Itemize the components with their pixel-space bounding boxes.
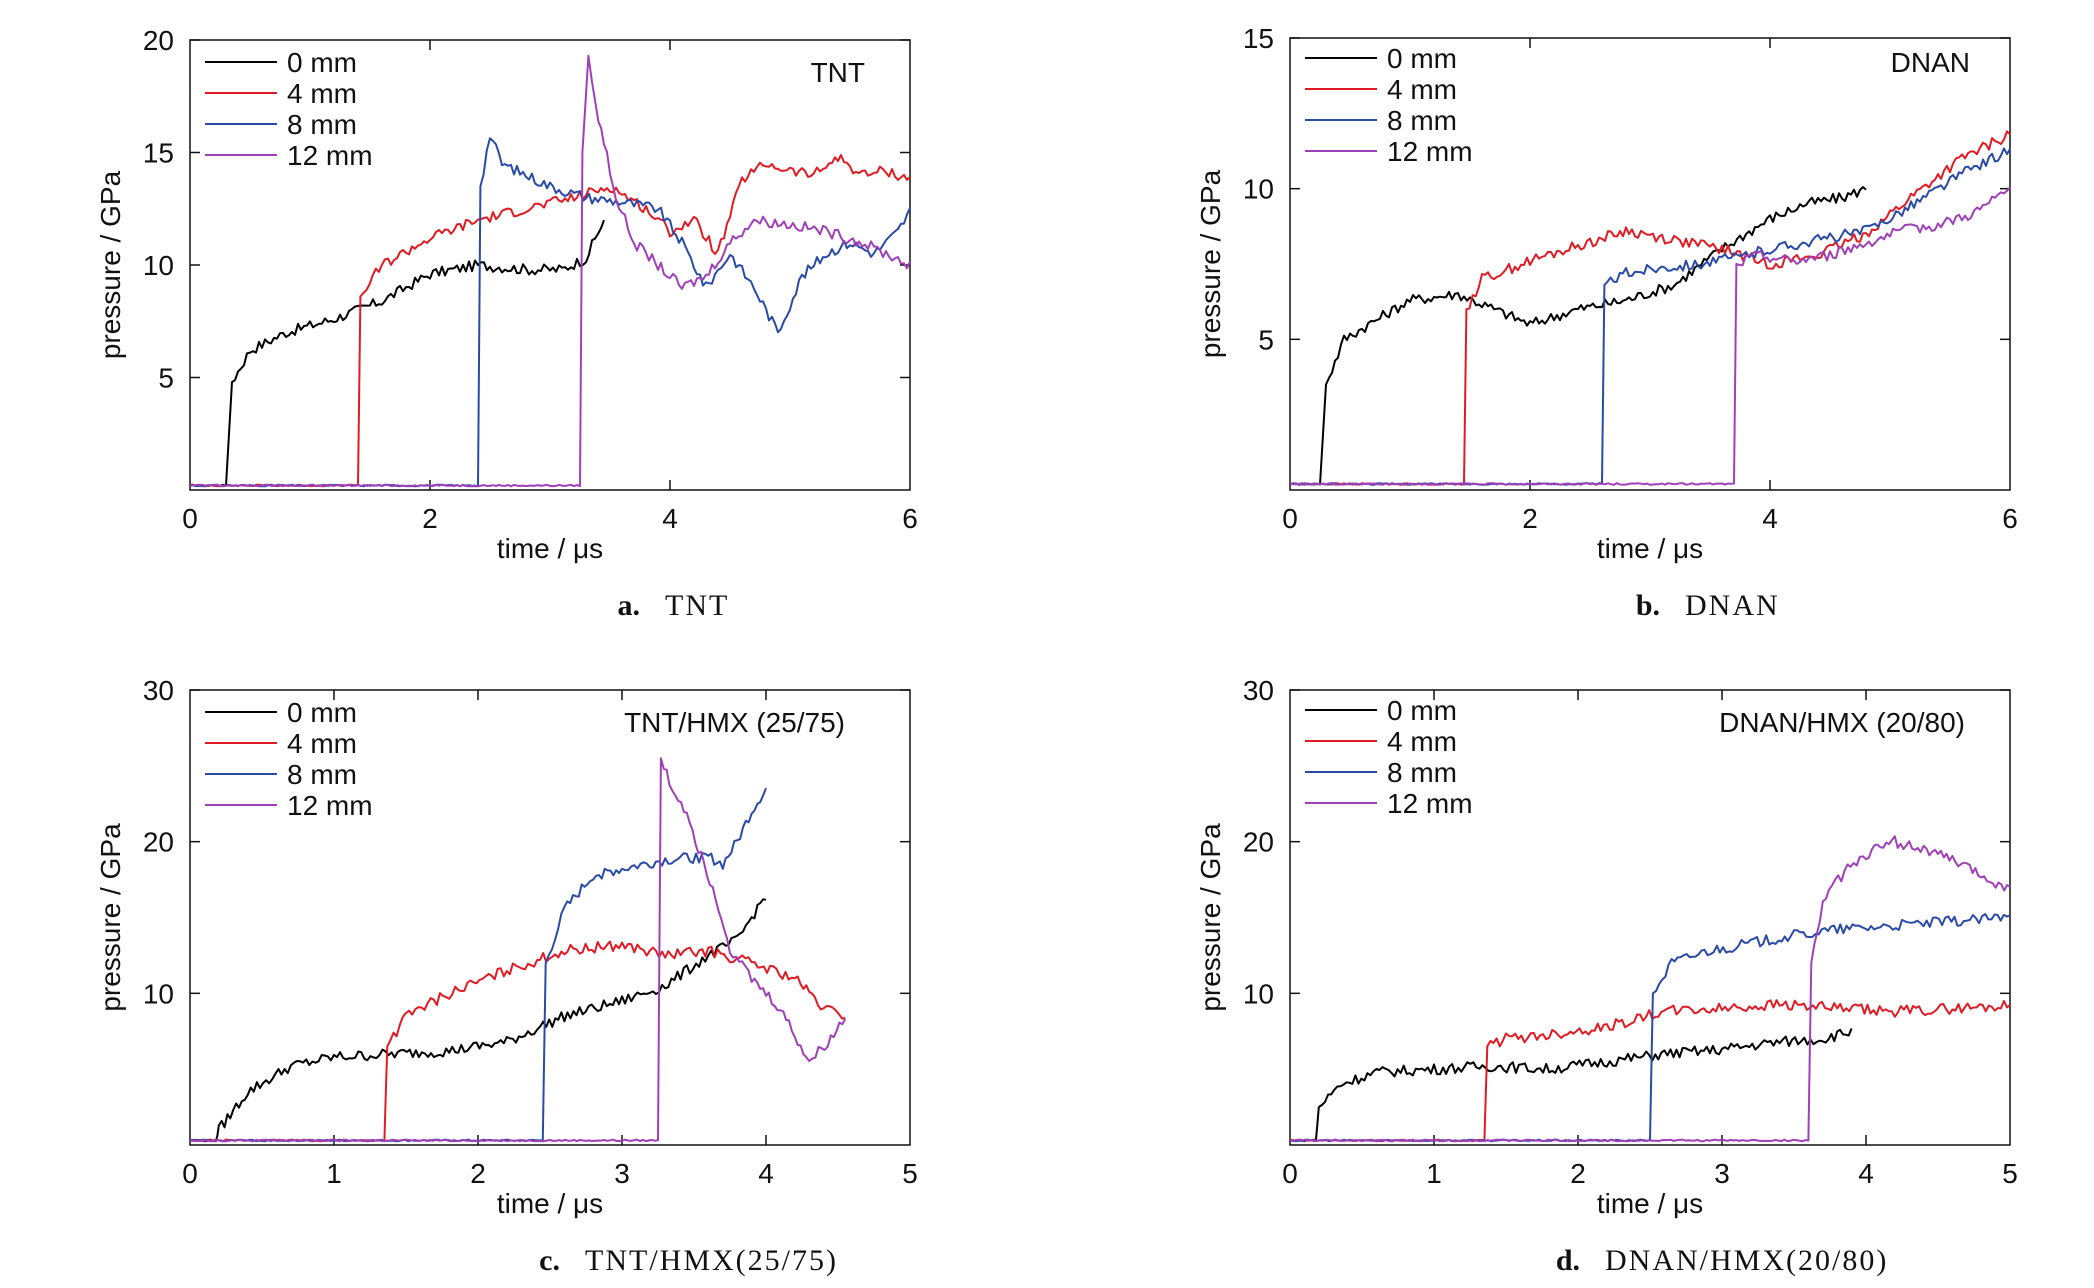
x-tick-label: 5 <box>2002 1158 2018 1189</box>
legend-label: 0 mm <box>1387 43 1457 74</box>
x-axis-label: time / μs <box>1597 1188 1703 1219</box>
x-tick-label: 4 <box>662 503 678 534</box>
legend-label: 12 mm <box>287 140 373 171</box>
chart-panel-dnan-hmx: d. DNAN/HMX(20/80) 0 1 2 3 4 5 10 20 30 time / μs… <box>1195 675 2018 1277</box>
series-line <box>1289 186 2011 486</box>
y-tick-label: 15 <box>1243 23 1274 54</box>
legend-label: 8 mm <box>287 759 357 790</box>
plot-frame <box>1289 689 2011 1146</box>
legend-label: 12 mm <box>1387 136 1473 167</box>
series-line <box>189 757 847 1143</box>
y-tick-label: 10 <box>1243 174 1274 205</box>
series-line <box>189 219 605 488</box>
caption-letter: a. <box>618 589 641 622</box>
caption-text: TNT <box>665 589 729 622</box>
y-tick-label: 10 <box>143 250 174 281</box>
series-line <box>189 54 911 488</box>
series-line <box>189 787 767 1143</box>
y-axis-label: pressure / GPa <box>1195 823 1226 1012</box>
chart-title: TNT <box>811 57 865 88</box>
series-line <box>189 137 911 488</box>
plot-frame <box>189 689 911 1146</box>
series-line <box>189 898 767 1143</box>
chart-panel-dnan: b. DNAN 0 2 4 6 5 10 15 time / μs pressure / GPa… <box>1195 23 2018 622</box>
series-line <box>1289 130 2011 486</box>
caption-letter: b. <box>1636 589 1660 622</box>
x-tick-label: 0 <box>182 503 198 534</box>
chart-title: TNT/HMX (25/75) <box>624 707 845 738</box>
legend-label: 4 mm <box>287 78 357 109</box>
caption-text: DNAN/HMX(20/80) <box>1605 1244 1888 1277</box>
series-line <box>1289 835 2011 1143</box>
caption-text: TNT/HMX(25/75) <box>585 1244 838 1277</box>
chart-title: DNAN <box>1891 47 1970 78</box>
series-line <box>1289 1028 1853 1143</box>
legend-label: 4 mm <box>1387 726 1457 757</box>
x-tick-label: 6 <box>902 503 918 534</box>
legend-label: 12 mm <box>1387 788 1473 819</box>
series-line <box>1289 186 1867 486</box>
y-axis-label: pressure / GPa <box>95 170 126 359</box>
x-tick-label: 1 <box>1426 1158 1442 1189</box>
y-tick-label: 30 <box>1243 675 1274 706</box>
x-tick-label: 4 <box>758 1158 774 1189</box>
plot-frame <box>1289 37 2011 491</box>
x-tick-label: 2 <box>1570 1158 1586 1189</box>
x-axis-label: time / μs <box>497 1188 603 1219</box>
y-tick-label: 20 <box>143 827 174 858</box>
legend-label: 8 mm <box>287 109 357 140</box>
legend-label: 8 mm <box>1387 105 1457 136</box>
legend-label: 8 mm <box>1387 757 1457 788</box>
x-tick-label: 1 <box>326 1158 342 1189</box>
y-tick-label: 5 <box>1258 324 1274 355</box>
y-axis-label: pressure / GPa <box>1195 169 1226 358</box>
legend-label: 4 mm <box>1387 74 1457 105</box>
legend-label: 4 mm <box>287 728 357 759</box>
caption-text: DNAN <box>1685 589 1780 622</box>
chart-title: DNAN/HMX (20/80) <box>1719 707 1965 738</box>
caption-letter: c. <box>539 1244 560 1277</box>
series-line <box>189 154 911 488</box>
y-tick-label: 5 <box>158 363 174 394</box>
y-tick-label: 10 <box>143 978 174 1009</box>
x-tick-label: 3 <box>614 1158 630 1189</box>
y-tick-label: 20 <box>1243 827 1274 858</box>
x-tick-label: 0 <box>1282 503 1298 534</box>
x-tick-label: 4 <box>1858 1158 1874 1189</box>
x-axis-label: time / μs <box>1597 533 1703 564</box>
caption-letter: d. <box>1556 1244 1580 1277</box>
series-line <box>1289 913 2011 1143</box>
x-tick-label: 2 <box>422 503 438 534</box>
x-tick-label: 3 <box>1714 1158 1730 1189</box>
series-line <box>1289 147 2011 486</box>
chart-panel-tnt: a. TNT 0 2 4 6 5 10 15 20 time / μs pressure / GP… <box>95 25 918 622</box>
legend-label: 0 mm <box>1387 695 1457 726</box>
y-tick-label: 30 <box>143 675 174 706</box>
x-tick-label: 6 <box>2002 503 2018 534</box>
chart-panel-tnt-hmx: c. TNT/HMX(25/75) 0 1 2 3 4 5 10 20 30 time / μs p… <box>95 675 918 1277</box>
x-axis-label: time / μs <box>497 533 603 564</box>
legend-label: 0 mm <box>287 47 357 78</box>
y-axis-label: pressure / GPa <box>95 823 126 1012</box>
y-tick-label: 20 <box>143 25 174 56</box>
y-tick-label: 15 <box>143 138 174 169</box>
x-tick-label: 5 <box>902 1158 918 1189</box>
x-tick-label: 4 <box>1762 503 1778 534</box>
x-tick-label: 2 <box>470 1158 486 1189</box>
x-tick-label: 0 <box>182 1158 198 1189</box>
y-tick-label: 10 <box>1243 978 1274 1009</box>
x-tick-label: 2 <box>1522 503 1538 534</box>
legend-label: 0 mm <box>287 697 357 728</box>
x-tick-label: 0 <box>1282 1158 1298 1189</box>
legend-label: 12 mm <box>287 790 373 821</box>
